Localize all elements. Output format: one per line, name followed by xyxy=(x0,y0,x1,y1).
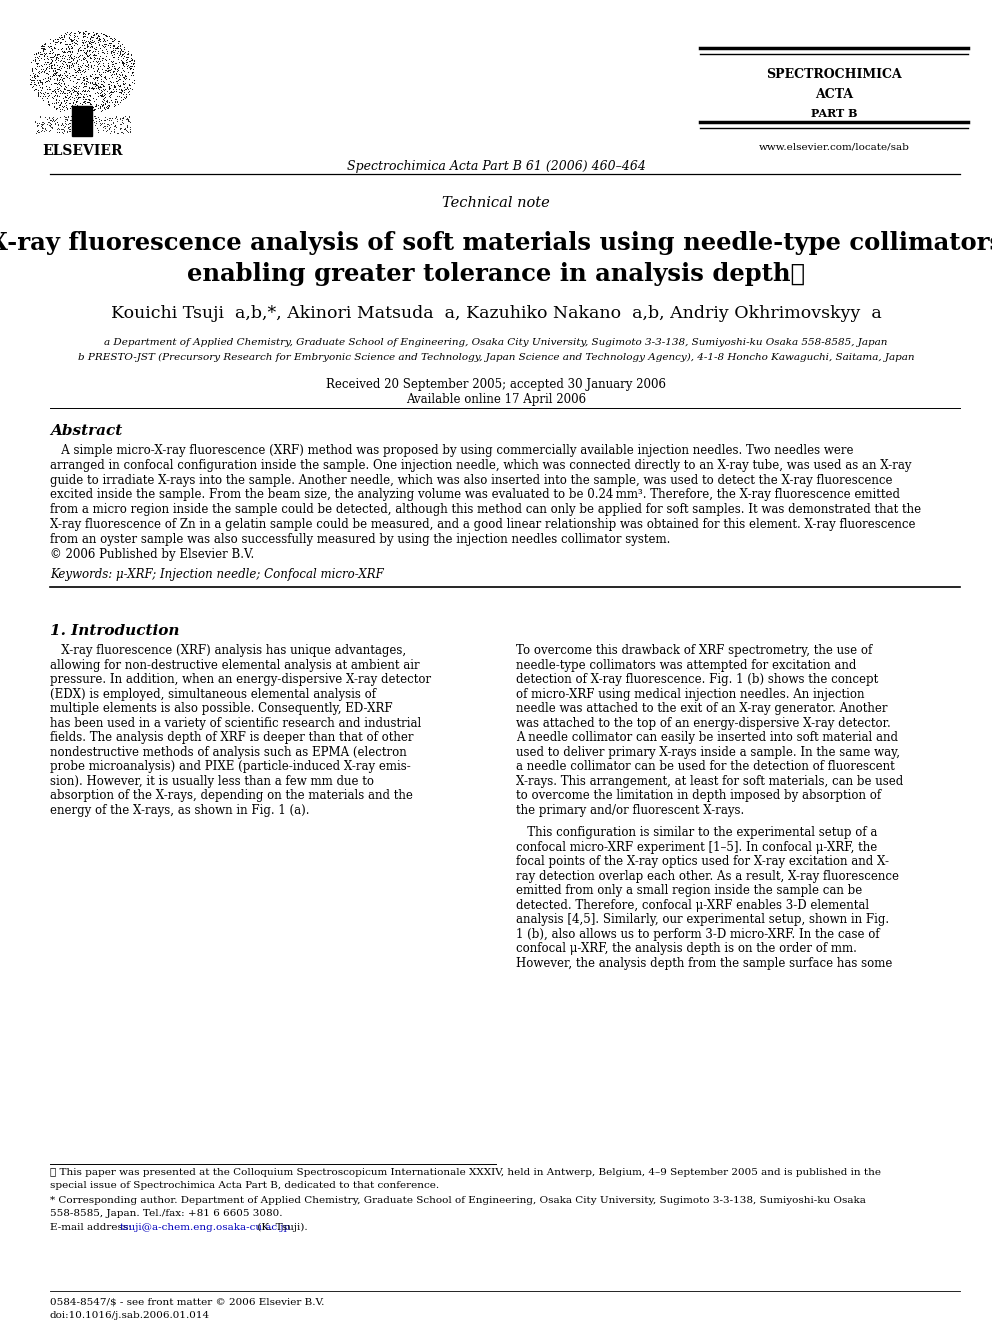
Text: fields. The analysis depth of XRF is deeper than that of other: fields. The analysis depth of XRF is dee… xyxy=(50,732,414,745)
Text: tsuji@a-chem.eng.osaka-cu.ac.jp: tsuji@a-chem.eng.osaka-cu.ac.jp xyxy=(120,1222,291,1232)
Text: arranged in confocal configuration inside the sample. One injection needle, whic: arranged in confocal configuration insid… xyxy=(50,459,912,472)
Text: excited inside the sample. From the beam size, the analyzing volume was evaluate: excited inside the sample. From the beam… xyxy=(50,488,900,501)
Text: has been used in a variety of scientific research and industrial: has been used in a variety of scientific… xyxy=(50,717,422,730)
Text: ray detection overlap each other. As a result, X-ray fluorescence: ray detection overlap each other. As a r… xyxy=(516,871,899,882)
Text: a needle collimator can be used for the detection of fluorescent: a needle collimator can be used for the … xyxy=(516,761,895,774)
Text: Kouichi Tsuji  a,b,*, Akinori Matsuda  a, Kazuhiko Nakano  a,b, Andriy Okhrimovs: Kouichi Tsuji a,b,*, Akinori Matsuda a, … xyxy=(111,306,881,321)
Text: X-ray fluorescence analysis of soft materials using needle-type collimators: X-ray fluorescence analysis of soft mate… xyxy=(0,232,992,255)
Bar xyxy=(72,106,92,136)
Text: ACTA: ACTA xyxy=(815,89,853,101)
Text: enabling greater tolerance in analysis depth☆: enabling greater tolerance in analysis d… xyxy=(187,262,805,286)
Text: needle-type collimators was attempted for excitation and: needle-type collimators was attempted fo… xyxy=(516,659,856,672)
Text: © 2006 Published by Elsevier B.V.: © 2006 Published by Elsevier B.V. xyxy=(50,548,254,561)
Text: analysis [4,5]. Similarly, our experimental setup, shown in Fig.: analysis [4,5]. Similarly, our experimen… xyxy=(516,913,889,926)
Text: b PRESTO-JST (Precursory Research for Embryonic Science and Technology, Japan Sc: b PRESTO-JST (Precursory Research for Em… xyxy=(77,353,915,363)
Text: guide to irradiate X-rays into the sample. Another needle, which was also insert: guide to irradiate X-rays into the sampl… xyxy=(50,474,893,487)
Text: Received 20 September 2005; accepted 30 January 2006: Received 20 September 2005; accepted 30 … xyxy=(326,378,666,392)
Text: (K. Tsuji).: (K. Tsuji). xyxy=(255,1222,309,1232)
Text: 558-8585, Japan. Tel./fax: +81 6 6605 3080.: 558-8585, Japan. Tel./fax: +81 6 6605 30… xyxy=(50,1209,283,1218)
Text: A needle collimator can easily be inserted into soft material and: A needle collimator can easily be insert… xyxy=(516,732,898,745)
Text: sion). However, it is usually less than a few mm due to: sion). However, it is usually less than … xyxy=(50,775,374,789)
Text: to overcome the limitation in depth imposed by absorption of: to overcome the limitation in depth impo… xyxy=(516,790,881,803)
Text: However, the analysis depth from the sample surface has some: However, the analysis depth from the sam… xyxy=(516,957,893,970)
Text: from an oyster sample was also successfully measured by using the injection need: from an oyster sample was also successfu… xyxy=(50,533,671,546)
Text: Abstract: Abstract xyxy=(50,423,122,438)
Text: emitted from only a small region inside the sample can be: emitted from only a small region inside … xyxy=(516,884,862,897)
Text: needle was attached to the exit of an X-ray generator. Another: needle was attached to the exit of an X-… xyxy=(516,703,888,716)
Text: multiple elements is also possible. Consequently, ED-XRF: multiple elements is also possible. Cons… xyxy=(50,703,393,716)
Text: To overcome this drawback of XRF spectrometry, the use of: To overcome this drawback of XRF spectro… xyxy=(516,644,872,658)
Text: used to deliver primary X-rays inside a sample. In the same way,: used to deliver primary X-rays inside a … xyxy=(516,746,900,759)
Text: Keywords: μ-XRF; Injection needle; Confocal micro-XRF: Keywords: μ-XRF; Injection needle; Confo… xyxy=(50,569,384,581)
Text: was attached to the top of an energy-dispersive X-ray detector.: was attached to the top of an energy-dis… xyxy=(516,717,891,730)
Text: confocal μ-XRF, the analysis depth is on the order of mm.: confocal μ-XRF, the analysis depth is on… xyxy=(516,942,857,955)
Text: (EDX) is employed, simultaneous elemental analysis of: (EDX) is employed, simultaneous elementa… xyxy=(50,688,376,701)
Text: of micro-XRF using medical injection needles. An injection: of micro-XRF using medical injection nee… xyxy=(516,688,864,701)
Text: pressure. In addition, when an energy-dispersive X-ray detector: pressure. In addition, when an energy-di… xyxy=(50,673,432,687)
Text: Technical note: Technical note xyxy=(442,196,550,210)
Text: X-rays. This arrangement, at least for soft materials, can be used: X-rays. This arrangement, at least for s… xyxy=(516,775,904,789)
Text: SPECTROCHIMICA: SPECTROCHIMICA xyxy=(766,67,902,81)
Text: PART B: PART B xyxy=(810,108,857,119)
Text: doi:10.1016/j.sab.2006.01.014: doi:10.1016/j.sab.2006.01.014 xyxy=(50,1311,210,1320)
Text: nondestructive methods of analysis such as EPMA (electron: nondestructive methods of analysis such … xyxy=(50,746,407,759)
Text: detection of X-ray fluorescence. Fig. 1 (b) shows the concept: detection of X-ray fluorescence. Fig. 1 … xyxy=(516,673,878,687)
Text: detected. Therefore, confocal μ-XRF enables 3-D elemental: detected. Therefore, confocal μ-XRF enab… xyxy=(516,898,869,912)
Text: E-mail address:: E-mail address: xyxy=(50,1222,135,1232)
Text: from a micro region inside the sample could be detected, although this method ca: from a micro region inside the sample co… xyxy=(50,503,922,516)
Text: 0584-8547/$ - see front matter © 2006 Elsevier B.V.: 0584-8547/$ - see front matter © 2006 El… xyxy=(50,1298,324,1307)
Text: allowing for non-destructive elemental analysis at ambient air: allowing for non-destructive elemental a… xyxy=(50,659,420,672)
Text: the primary and/or fluorescent X-rays.: the primary and/or fluorescent X-rays. xyxy=(516,804,744,816)
Text: A simple micro-X-ray fluorescence (XRF) method was proposed by using commerciall: A simple micro-X-ray fluorescence (XRF) … xyxy=(50,445,853,456)
Text: special issue of Spectrochimica Acta Part B, dedicated to that conference.: special issue of Spectrochimica Acta Par… xyxy=(50,1181,439,1189)
Text: a Department of Applied Chemistry, Graduate School of Engineering, Osaka City Un: a Department of Applied Chemistry, Gradu… xyxy=(104,337,888,347)
Text: www.elsevier.com/locate/sab: www.elsevier.com/locate/sab xyxy=(759,143,910,152)
Text: confocal micro-XRF experiment [1–5]. In confocal μ-XRF, the: confocal micro-XRF experiment [1–5]. In … xyxy=(516,841,877,853)
Text: * Corresponding author. Department of Applied Chemistry, Graduate School of Engi: * Corresponding author. Department of Ap… xyxy=(50,1196,866,1205)
Text: X-ray fluorescence (XRF) analysis has unique advantages,: X-ray fluorescence (XRF) analysis has un… xyxy=(50,644,406,658)
Text: 1 (b), also allows us to perform 3-D micro-XRF. In the case of: 1 (b), also allows us to perform 3-D mic… xyxy=(516,927,880,941)
Text: focal points of the X-ray optics used for X-ray excitation and X-: focal points of the X-ray optics used fo… xyxy=(516,856,889,868)
Text: absorption of the X-rays, depending on the materials and the: absorption of the X-rays, depending on t… xyxy=(50,790,413,803)
Text: 1. Introduction: 1. Introduction xyxy=(50,624,180,639)
Text: Spectrochimica Acta Part B 61 (2006) 460–464: Spectrochimica Acta Part B 61 (2006) 460… xyxy=(346,160,646,173)
Text: energy of the X-rays, as shown in Fig. 1 (a).: energy of the X-rays, as shown in Fig. 1… xyxy=(50,804,310,816)
Text: X-ray fluorescence of Zn in a gelatin sample could be measured, and a good linea: X-ray fluorescence of Zn in a gelatin sa… xyxy=(50,519,916,531)
Text: Available online 17 April 2006: Available online 17 April 2006 xyxy=(406,393,586,406)
Text: This configuration is similar to the experimental setup of a: This configuration is similar to the exp… xyxy=(516,827,877,839)
Text: probe microanalysis) and PIXE (particle-induced X-ray emis-: probe microanalysis) and PIXE (particle-… xyxy=(50,761,411,774)
Text: ELSEVIER: ELSEVIER xyxy=(43,144,123,157)
Text: ☆ This paper was presented at the Colloquium Spectroscopicum Internationale XXXI: ☆ This paper was presented at the Colloq… xyxy=(50,1168,881,1177)
